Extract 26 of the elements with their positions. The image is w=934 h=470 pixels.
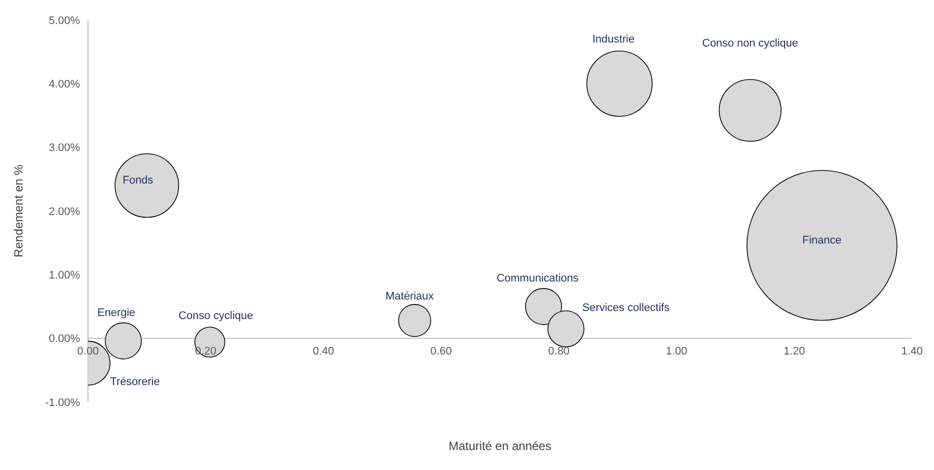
y-tick-label: 5.00% (48, 14, 80, 27)
y-tick-label: 2.00% (48, 206, 80, 218)
y-tick-label: 0.00% (48, 333, 80, 346)
y-tick-label: 1.00% (48, 270, 80, 282)
y-tick-label: -1.00% (45, 396, 80, 409)
annotation: Services collectifs (582, 302, 670, 314)
x-axis-title: Maturité en années (448, 439, 552, 453)
annotation: Finance (802, 234, 842, 246)
x-tick-label: 1.40 (901, 346, 923, 358)
annotation: Energie (97, 306, 136, 319)
y-tick-label: 3.00% (48, 142, 80, 154)
y-tick-label: 4.00% (48, 78, 80, 91)
annotation: Matériaux (386, 290, 434, 303)
annotation: Conso non cyclique (702, 37, 798, 50)
annotation: Communications (496, 272, 580, 284)
annotation: Trésorerie (110, 376, 160, 388)
annotation: Fonds (122, 174, 154, 187)
x-tick-label: 0.00 (77, 346, 99, 358)
annotation: Industrie (592, 34, 635, 46)
x-tick-label: 1.00 (666, 346, 688, 358)
x-tick-label: 0.60 (430, 346, 452, 358)
x-tick-label: 1.20 (784, 346, 805, 358)
x-tick-label: 0.80 (548, 346, 570, 358)
x-tick-label: 0.40 (312, 346, 334, 358)
y-axis-title: Rendement en % (11, 164, 26, 258)
annotation: Conso cyclique (178, 310, 254, 322)
